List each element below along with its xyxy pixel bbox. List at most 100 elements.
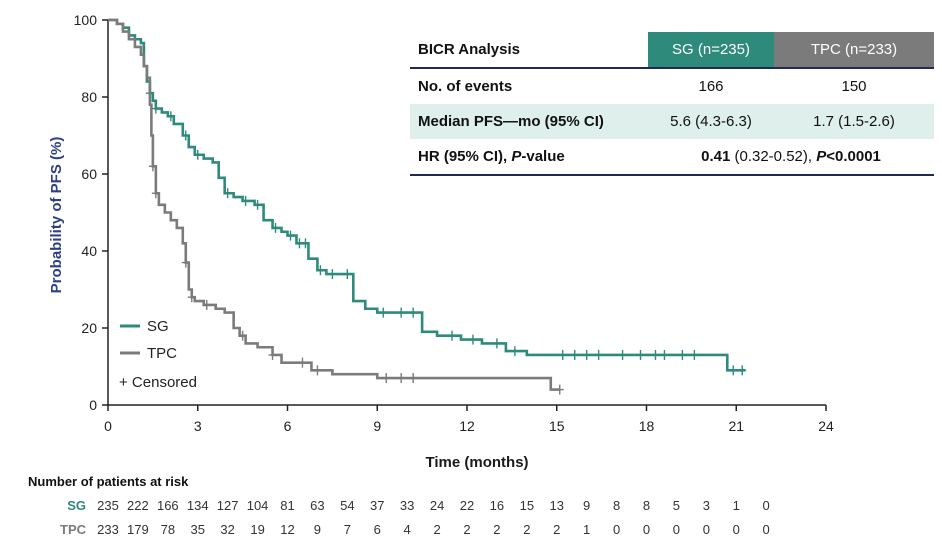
x-tick-label: 0: [104, 418, 112, 434]
table-row-events: No. of events 166 150: [410, 68, 934, 104]
censor-mark-sg: [582, 349, 591, 360]
censor-mark-sg: [594, 349, 603, 360]
row-median-label: Median PFS—mo (95% CI): [410, 104, 648, 139]
risk-count: 16: [489, 498, 505, 513]
legend-label-sg: SG: [147, 318, 169, 335]
censor-mark-sg: [492, 338, 501, 349]
censor-mark-sg: [301, 238, 310, 249]
row-hr-value: 0.41 (0.32-0.52), P<0.0001: [648, 139, 934, 176]
bicr-analysis-table: BICR Analysis SG (n=235) TPC (n=233) No.…: [410, 32, 934, 176]
risk-count: 33: [399, 498, 415, 513]
risk-count: 0: [762, 498, 770, 513]
censor-mark-tpc: [382, 373, 391, 384]
censor-mark-sg: [151, 103, 160, 114]
censor-mark-sg: [166, 111, 175, 122]
censor-mark-sg: [223, 188, 232, 199]
table-header-tpc: TPC (n=233): [774, 32, 934, 69]
risk-count: 54: [340, 498, 355, 513]
risk-count: 0: [612, 522, 621, 537]
censor-mark-tpc: [298, 357, 307, 368]
censor-mark-sg: [397, 307, 406, 318]
x-tick-label: 24: [818, 418, 834, 434]
risk-count: 22: [459, 498, 475, 513]
x-tick-label: 12: [459, 418, 475, 434]
censor-mark-sg: [651, 349, 660, 360]
risk-count: 0: [702, 522, 710, 537]
hr-p-value: <0.0001: [826, 148, 881, 165]
table-header-sg: SG (n=235): [648, 32, 774, 69]
km-curve-tpc: [108, 18, 560, 391]
x-tick-label: 3: [194, 418, 202, 434]
risk-count: 104: [246, 498, 269, 513]
risk-count: 2: [523, 522, 531, 537]
y-tick-label: 20: [81, 320, 97, 336]
risk-count: 9: [313, 522, 322, 537]
row-events-tpc: 150: [841, 78, 867, 95]
x-tick-label: 9: [373, 418, 381, 434]
hr-p-letter: P: [816, 148, 827, 165]
hr-value: 0.41: [701, 148, 731, 165]
censor-mark-sg: [253, 199, 262, 210]
legend-censored: + Censored: [119, 374, 197, 391]
censor-mark-sg: [729, 365, 738, 376]
risk-count: 5: [672, 498, 681, 513]
x-axis-title: Time (months): [425, 454, 528, 470]
hr-label-p: P: [511, 148, 522, 165]
censor-mark-sg: [316, 265, 325, 276]
censor-mark-tpc: [409, 373, 418, 384]
risk-count: 63: [310, 498, 325, 513]
censor-mark-sg: [241, 195, 250, 206]
risk-count: 32: [220, 522, 235, 537]
censor-mark-sg: [510, 346, 519, 357]
censor-mark-tpc: [151, 188, 160, 199]
table-header-label: BICR Analysis: [410, 32, 648, 69]
censor-mark-tpc: [181, 257, 190, 268]
risk-count: 222: [127, 498, 149, 513]
censor-mark-sg: [181, 130, 190, 141]
table-header-row: BICR Analysis SG (n=235) TPC (n=233): [410, 32, 934, 69]
y-tick-label: 0: [89, 397, 97, 413]
risk-count: 8: [642, 498, 651, 513]
risk-count: 19: [250, 522, 265, 537]
censor-mark-sg: [271, 222, 280, 233]
risk-count: 233: [97, 522, 119, 537]
risk-count: 2: [493, 522, 501, 537]
hr-label-main: HR (95% CI),: [418, 148, 512, 165]
censor-mark-sg: [690, 349, 699, 360]
risk-count: 12: [280, 522, 295, 537]
censor-mark-sg: [343, 269, 352, 280]
risk-count: 235: [97, 498, 119, 513]
row-events-label: No. of events: [418, 78, 513, 95]
risk-count: 15: [519, 498, 535, 513]
table-row-median: Median PFS—mo (95% CI) 5.6 (4.3-6.3) 1.7…: [410, 104, 934, 139]
risk-count: 7: [343, 522, 351, 537]
risk-count: 0: [732, 522, 740, 537]
censor-mark-tpc: [313, 365, 322, 376]
censor-mark-sg: [328, 269, 337, 280]
censor-mark-sg: [286, 230, 295, 241]
risk-count: 134: [186, 498, 209, 513]
x-tick-label: 21: [728, 418, 744, 434]
x-tick-label: 15: [549, 418, 565, 434]
km-chart: 0 3 6 9 12 15 18 21 24 0 20 40 60 80 100 Time (months) P…: [48, 12, 834, 470]
censor-mark-sg: [468, 334, 477, 345]
risk-label-tpc: TPC: [60, 522, 86, 537]
y-tick-label: 60: [81, 166, 97, 182]
risk-count: 2: [463, 522, 471, 537]
row-median-tpc: 1.7 (1.5-2.6): [774, 104, 934, 139]
row-median-sg: 5.6 (4.3-6.3): [648, 104, 774, 139]
y-axis-title: Probability of PFS (%): [48, 137, 65, 294]
risk-count: 81: [280, 498, 295, 513]
censor-mark-tpc: [148, 161, 157, 172]
risk-count: 24: [429, 498, 445, 513]
censor-mark-sg: [636, 349, 645, 360]
censor-mark-sg: [618, 349, 627, 360]
risk-count: 13: [549, 498, 564, 513]
risk-label-sg: SG: [67, 498, 86, 513]
censor-mark-tpc: [202, 299, 211, 310]
censor-mark-tpc: [238, 330, 247, 341]
risk-count: 179: [127, 522, 149, 537]
row-hr-label: HR (95% CI), P-value: [410, 139, 648, 176]
censor-mark-sg: [193, 149, 202, 160]
censor-mark-sg: [570, 349, 579, 360]
